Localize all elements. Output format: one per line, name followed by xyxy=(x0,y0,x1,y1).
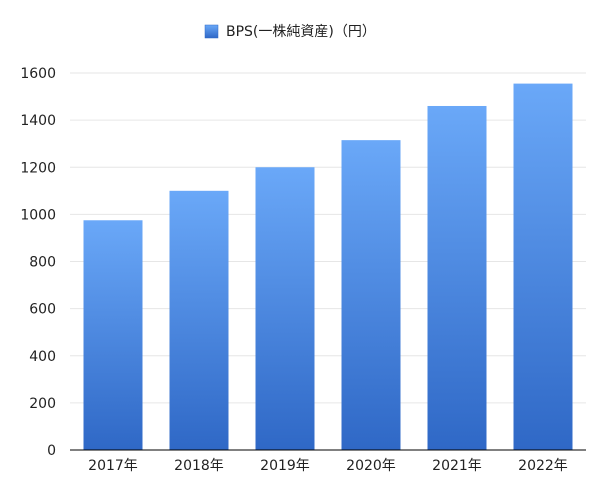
y-tick-label: 1600 xyxy=(20,66,56,82)
y-tick-label: 1400 xyxy=(20,113,56,129)
bar-2020年 xyxy=(341,140,401,450)
y-tick-label: 1200 xyxy=(20,160,56,176)
y-tick-label: 200 xyxy=(29,396,56,412)
y-tick-label: 800 xyxy=(29,255,56,271)
y-axis-ticks: 0 200 400 600 800 1000 1200 1400 1600 xyxy=(20,66,56,459)
gridlines xyxy=(70,72,586,404)
x-tick-label: 2020年 xyxy=(346,458,396,474)
x-tick-label: 2017年 xyxy=(88,458,138,474)
bar-2022年 xyxy=(513,83,573,451)
x-tick-label: 2019年 xyxy=(260,458,310,474)
y-tick-label: 1000 xyxy=(20,207,56,223)
x-tick-label: 2022年 xyxy=(518,458,568,474)
bar-2018年 xyxy=(169,190,229,450)
y-tick-label: 0 xyxy=(47,443,56,459)
y-tick-label: 600 xyxy=(29,302,56,318)
x-tick-label: 2018年 xyxy=(174,458,224,474)
legend-swatch xyxy=(204,24,219,39)
bar-2017年 xyxy=(83,220,143,450)
legend-label: BPS(一株純資産)（円） xyxy=(226,24,376,40)
y-tick-label: 400 xyxy=(29,349,56,365)
x-axis-ticks: 2017年 2018年 2019年 2020年 2021年 2022年 xyxy=(88,458,568,474)
bar-2019年 xyxy=(255,167,315,450)
bar-2021年 xyxy=(427,105,487,451)
legend: BPS(一株純資産)（円） xyxy=(204,24,376,40)
x-tick-label: 2021年 xyxy=(432,458,482,474)
bars xyxy=(83,83,573,451)
